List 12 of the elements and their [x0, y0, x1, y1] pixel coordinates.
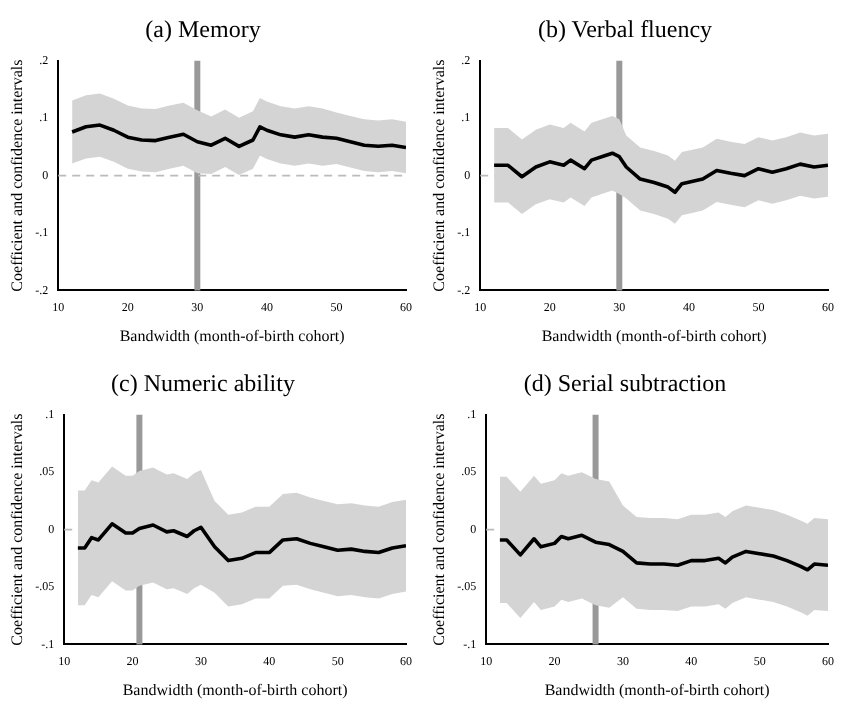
y-axis-title: Coefficient and confidence intervals [7, 413, 26, 646]
x-axis-title: Bandwidth (month-of-birth cohort) [122, 680, 349, 699]
y-axis-title: Coefficient and confidence intervals [429, 413, 448, 646]
y-axis-title: Coefficient and confidence intervals [429, 59, 448, 292]
chart-title: (b) Verbal fluency [537, 14, 713, 43]
chart-title: (c) Numeric ability [111, 368, 295, 397]
x-axis-title: Bandwidth (month-of-birth cohort) [544, 680, 771, 699]
y-axis-title: Coefficient and confidence intervals [7, 59, 26, 292]
chart-title: (d) Serial subtraction [523, 368, 727, 397]
x-axis-title: Bandwidth (month-of-birth cohort) [541, 326, 768, 345]
chart-title: (a) Memory [145, 14, 261, 43]
x-axis-title: Bandwidth (month-of-birth cohort) [119, 326, 346, 345]
